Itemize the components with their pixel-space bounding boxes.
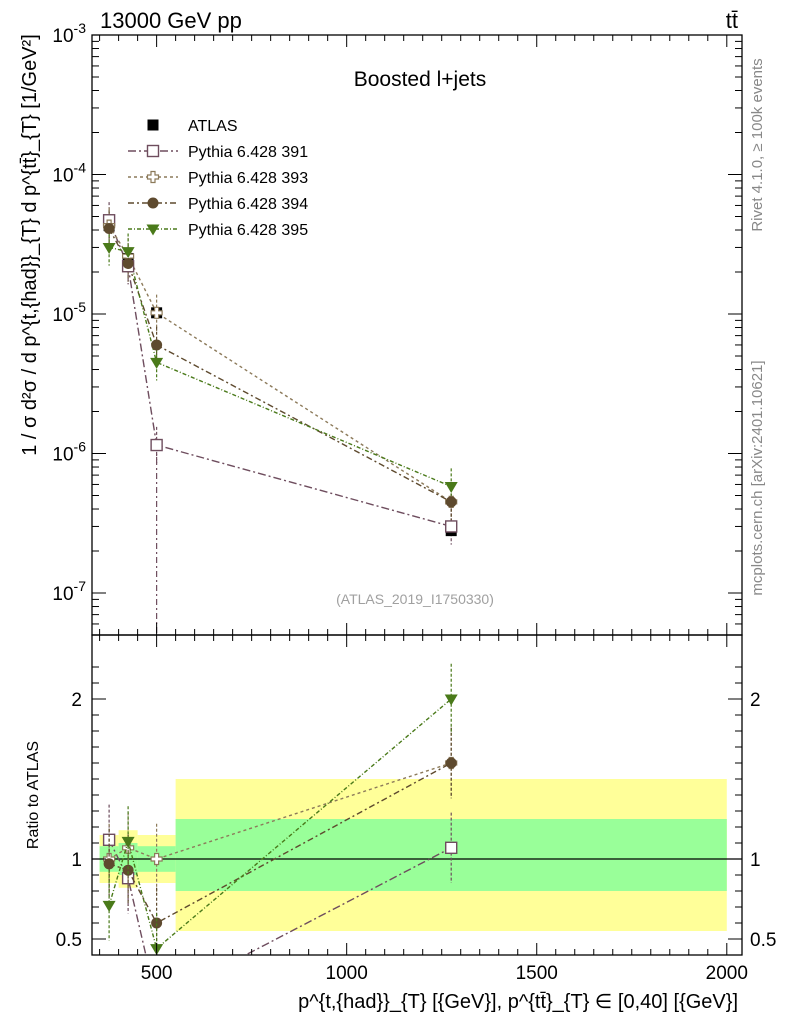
analysis-watermark: (ATLAS_2019_I1750330) xyxy=(336,591,494,607)
data-point xyxy=(445,520,458,533)
data-point xyxy=(121,247,135,259)
axes: 500 1000 1500 2000 10-7 10-6 10-5 10-4 10-3 0.5 0.… xyxy=(52,20,776,984)
ratio-series-line xyxy=(108,762,452,924)
series-line xyxy=(108,246,452,488)
ratio-data-point xyxy=(150,852,163,866)
legend-marker xyxy=(147,197,159,209)
y-tick-label: 10-5 xyxy=(52,299,86,326)
ratio-plot xyxy=(92,663,742,1007)
legend-label: Pythia 6.428 393 xyxy=(188,170,308,187)
legend-marker xyxy=(146,224,160,236)
legend-marker xyxy=(146,144,160,158)
ratio-data-point xyxy=(122,864,134,876)
data-point xyxy=(122,258,134,270)
y-tick-label: 10-7 xyxy=(52,578,86,605)
y-axis-label-main: 1 / σ d²σ / d p^{t,{had}}_{T} d p^{tt̄}_… xyxy=(19,34,41,456)
y-tick-label-ratio-right: 2 xyxy=(750,690,761,711)
data-point xyxy=(151,339,163,351)
series-line xyxy=(108,228,452,503)
y-tick-label-ratio: 1 xyxy=(71,850,82,871)
legend-label: Pythia 6.428 394 xyxy=(188,196,308,213)
y-tick-label: 10-3 xyxy=(52,20,86,47)
y-axis-label-ratio: Ratio to ATLAS xyxy=(25,741,42,849)
rivet-label: Rivet 4.1.0, ≥ 100k events xyxy=(749,58,766,231)
legend-label: Pythia 6.428 391 xyxy=(188,144,308,161)
data-point xyxy=(150,306,163,319)
legend-label: Pythia 6.428 395 xyxy=(188,222,308,239)
ratio-data-point xyxy=(103,858,115,870)
legend-label: ATLAS xyxy=(188,118,238,135)
ratio-data-point xyxy=(102,900,116,912)
series-line xyxy=(108,219,452,528)
energy-label: 13000 GeV pp xyxy=(100,8,242,33)
data-point xyxy=(445,496,457,508)
y-tick-label-ratio: 2 xyxy=(71,690,82,711)
mcplots-label: mcplots.cern.ch [arXiv:2401.10621] xyxy=(749,360,766,595)
main-plot xyxy=(102,202,458,635)
ratio-series-line xyxy=(108,762,452,860)
ratio-data-point xyxy=(445,757,457,769)
ratio-series-line xyxy=(108,698,452,950)
x-tick-label: 2000 xyxy=(706,963,748,984)
ratio-bands xyxy=(99,779,727,931)
legend: ATLAS Pythia 6.428 391 Pythia 6.428 393 Pyt… xyxy=(128,118,308,239)
ratio-data-point xyxy=(151,996,162,1007)
y-tick-label-ratio-right: 0.5 xyxy=(750,930,776,951)
legend-marker xyxy=(147,119,159,131)
data-point xyxy=(102,242,116,254)
ratio-data-point xyxy=(121,836,135,848)
data-point xyxy=(150,357,164,369)
data-point xyxy=(444,482,458,494)
ratio-data-point xyxy=(445,841,458,854)
ratio-data-point xyxy=(444,694,458,706)
ratio-data-point xyxy=(151,917,163,929)
ratio-series-line xyxy=(108,839,452,955)
x-tick-label: 1000 xyxy=(326,963,368,984)
data-point xyxy=(103,223,115,235)
y-tick-label-ratio-right: 1 xyxy=(750,850,761,871)
legend-marker xyxy=(146,170,160,184)
y-tick-label: 10-6 xyxy=(52,439,86,466)
x-tick-label: 500 xyxy=(141,963,173,984)
x-axis-label: p^{t,{had}}_{T} [{GeV}], p^{tt̄}_{T} ∈ [… xyxy=(298,991,738,1013)
process-label: tt̄ xyxy=(726,8,738,33)
x-tick-label: 1500 xyxy=(516,963,558,984)
plot-title: Boosted l+jets xyxy=(354,68,487,91)
y-tick-label-ratio: 0.5 xyxy=(56,930,82,951)
y-tick-label: 10-4 xyxy=(52,160,86,187)
data-point xyxy=(150,438,163,452)
series-line xyxy=(108,225,452,503)
